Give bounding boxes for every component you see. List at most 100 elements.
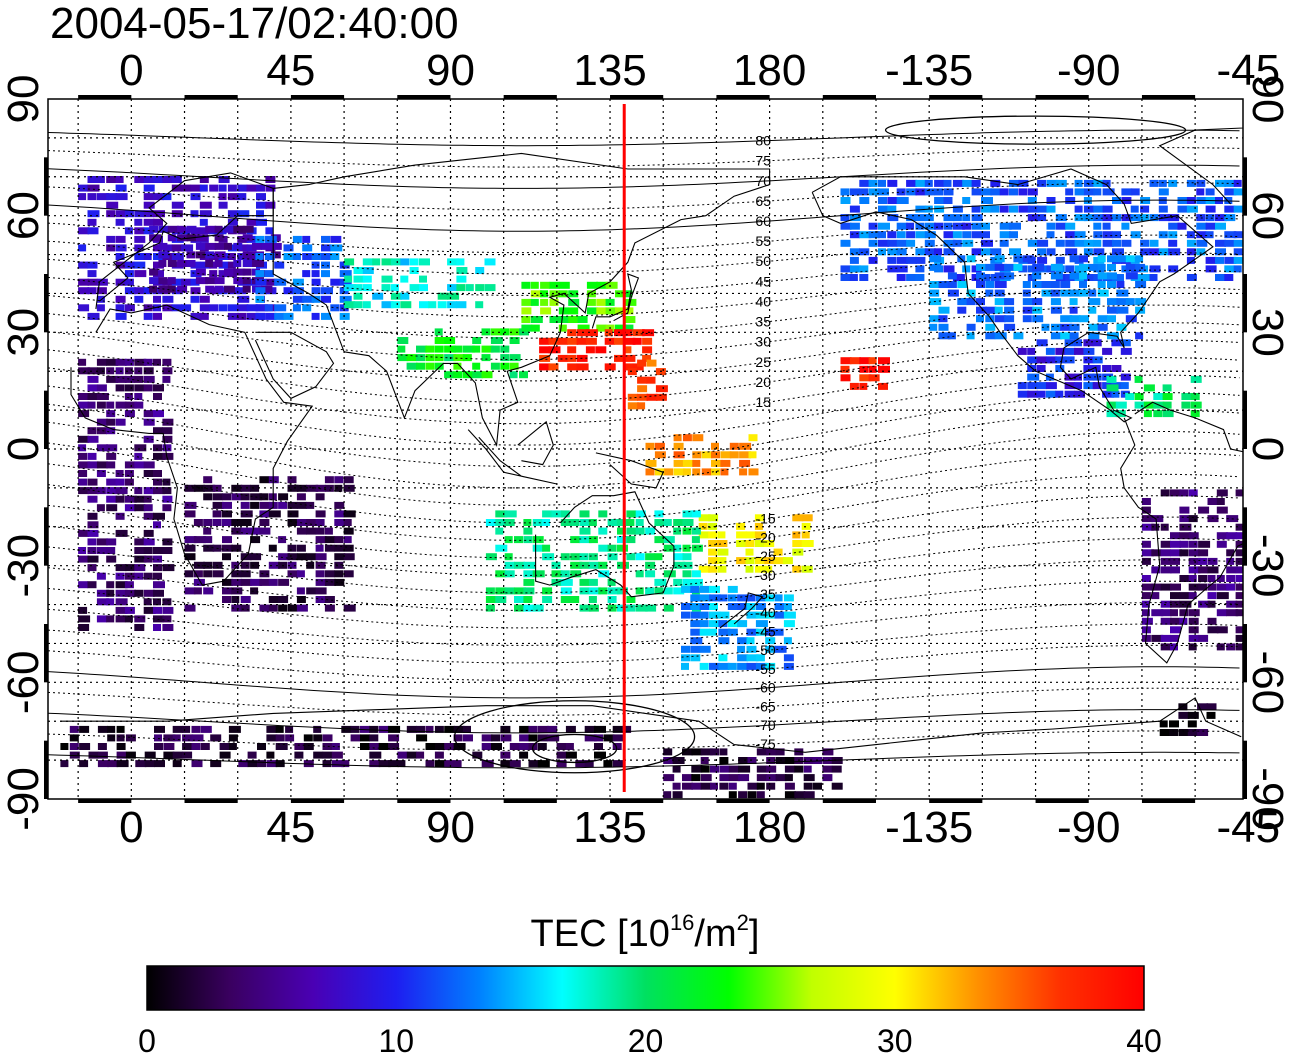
tec-cell [1226,549,1235,557]
tec-cell [124,358,134,366]
tec-cell [840,214,850,222]
tec-cell [999,205,1009,213]
tec-cell [1140,239,1150,247]
frame-bar [503,95,557,99]
tec-cell [1235,575,1243,582]
tec-cell [472,345,481,353]
tec-cell [369,725,379,733]
tec-cell [1116,298,1129,306]
tec-cell [87,278,98,286]
tec-cell [78,410,90,418]
tec-cell [212,493,223,501]
tec-cell [107,725,116,733]
tec-cell [190,295,200,303]
tec-cell [153,512,165,520]
tec-cell [896,256,908,264]
tec-cell [1022,298,1035,306]
tec-cell [766,748,777,756]
tec-cell [775,774,787,782]
tec-cell [708,565,718,573]
tec-cell [456,284,466,292]
tec-cell [287,570,300,578]
tec-cell [615,324,627,332]
tec-cell [1120,347,1132,355]
tec-cell [1149,274,1158,281]
tec-cell [627,402,639,410]
tec-cell [1141,583,1154,591]
tec-cell [362,301,371,309]
tec-cell [783,603,792,610]
lon-tick-label: 135 [573,46,646,95]
tec-cell [783,654,794,662]
tec-cell [1097,323,1108,331]
tec-cell [1252,180,1262,187]
tec-cell [1055,256,1065,264]
tec-cell [227,244,237,252]
mlat-label: 80 [755,133,771,149]
tec-cell [205,225,217,233]
tec-cell [1226,583,1236,591]
tec-cell [1027,390,1039,398]
tec-cell [195,251,206,259]
tec-cell [1093,248,1105,256]
tec-cell [231,596,240,603]
tec-cell [560,519,572,526]
tec-cell [737,637,749,645]
tec-cell [1102,188,1115,196]
tec-cell [1112,239,1121,247]
tec-cell [162,358,172,366]
tec-cell [324,527,333,535]
tec-cell [115,193,128,201]
tec-cell [87,193,97,201]
tec-cell [171,201,184,209]
tec-cell [321,253,331,260]
colorbar-tick-labels: 0 10 20 30 40 [138,1023,1162,1059]
tec-cell [774,628,784,636]
tec-cell [1254,498,1265,505]
tec-cell [153,176,165,183]
tec-cell [952,231,962,239]
tec-cell [500,362,510,370]
tec-cell [773,557,786,565]
tec-cell [222,578,233,586]
tec-cell [607,596,617,603]
tec-cell [315,519,325,526]
tec-cell [172,725,183,733]
tec-cell [560,510,570,518]
tec-cell [465,284,474,292]
tec-cell [627,368,637,376]
tec-cell [1151,523,1160,531]
tec-cell [261,285,273,293]
tec-cell [623,337,636,345]
tec-cell [924,214,934,222]
tec-cell [1017,382,1027,390]
tec-cell [162,295,174,303]
tec-cell [1009,222,1021,230]
tec-cell [514,536,523,544]
mlat-contour [48,495,1240,559]
tec-cell [87,427,97,435]
tec-cell [162,504,172,512]
tec-cell [1121,222,1130,230]
tec-cell [1102,347,1113,355]
tec-cell [191,734,204,742]
tec-cell [577,316,588,323]
tec-cell [259,476,270,484]
tec-cell [313,751,324,759]
tec-cell [1188,592,1197,600]
tec-cell [274,312,285,320]
tec-cell [453,371,463,379]
tec-cell [199,227,210,235]
tec-cell [302,270,311,278]
tec-cell [154,760,165,768]
tec-cell [78,393,90,400]
tec-cell [1216,506,1228,514]
tec-cell [264,270,274,278]
lon-tick-label: -90 [1057,803,1121,852]
tec-cell [720,451,732,459]
tec-cell [184,570,194,578]
tec-cell [484,284,496,292]
tec-cell [915,231,927,239]
tec-cell [1107,281,1116,288]
